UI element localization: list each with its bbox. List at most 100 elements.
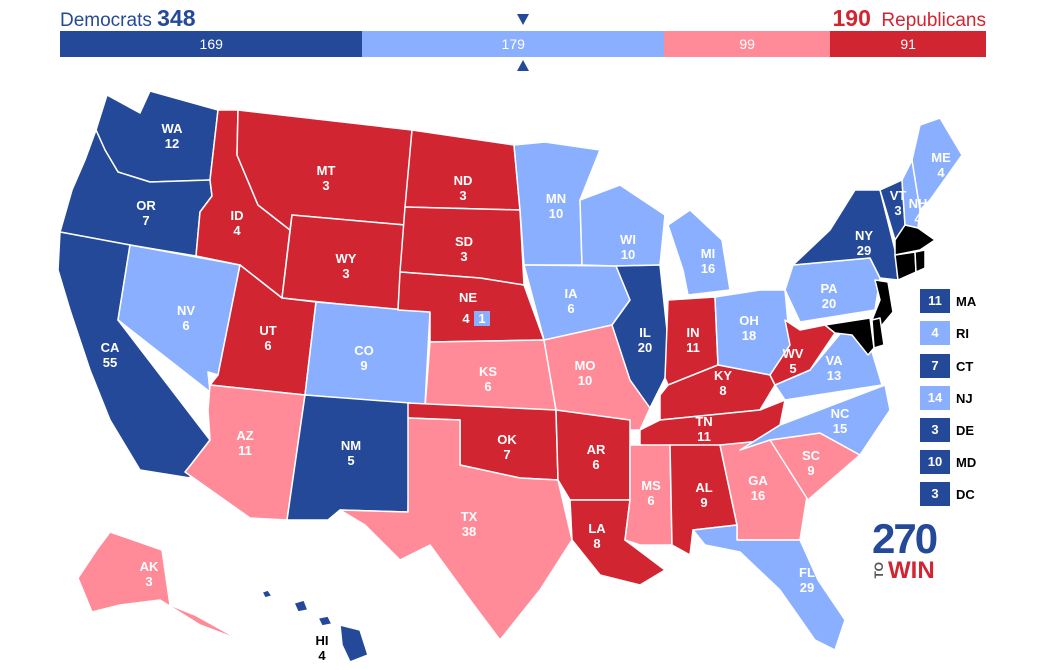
state-label-va-ev: 13: [827, 368, 841, 383]
state-label-or-ev: 7: [142, 213, 149, 228]
state-label-wv-ev: 5: [789, 361, 796, 376]
ne-district-ev: 1: [478, 311, 485, 326]
bar-safe-rep[interactable]: 91: [830, 31, 986, 57]
state-label-ut-abbr: UT: [259, 323, 276, 338]
electoral-vote-bar: 169 179 99 91: [60, 31, 986, 57]
270-marker-top-icon: [517, 14, 529, 25]
state-label-nm-abbr: NM: [341, 438, 361, 453]
state-label-il-abbr: IL: [639, 325, 651, 340]
small-state-ri[interactable]: 4 RI: [920, 321, 1030, 345]
state-label-mi-ev: 16: [701, 261, 715, 276]
state-label-ms-abbr: MS: [641, 478, 661, 493]
state-label-wy-ev: 3: [342, 266, 349, 281]
state-nc[interactable]: [739, 384, 891, 456]
small-state-de[interactable]: 3 DE: [920, 418, 1030, 442]
state-label-mi-abbr: MI: [701, 246, 715, 261]
small-state-nj[interactable]: 14 NJ: [920, 386, 1030, 410]
small-state-ev: 11: [920, 289, 950, 313]
state-me[interactable]: [911, 117, 963, 211]
state-label-nv-abbr: NV: [177, 303, 195, 318]
state-label-ia-abbr: IA: [565, 286, 579, 301]
small-state-ev: 4: [920, 321, 950, 345]
small-state-ev: 7: [920, 354, 950, 378]
state-label-ne-abbr: NE: [459, 290, 477, 305]
state-label-id-ev: 4: [233, 223, 241, 238]
small-state-dc[interactable]: 3 DC: [920, 482, 1030, 506]
state-label-pa-ev: 20: [822, 296, 836, 311]
state-label-ar-ev: 6: [592, 457, 599, 472]
state-label-nh-ev: 4: [914, 211, 922, 226]
state-hi[interactable]: [261, 589, 369, 663]
small-state-ev: 3: [920, 418, 950, 442]
state-label-co-abbr: CO: [354, 343, 374, 358]
logo-number: 270: [872, 515, 938, 562]
state-label-co-ev: 9: [360, 358, 367, 373]
state-label-az-ev: 11: [238, 443, 252, 458]
small-state-ct[interactable]: 7 CT: [920, 354, 1030, 378]
bar-safe-dem[interactable]: 169: [60, 31, 363, 57]
state-label-sd-ev: 3: [460, 249, 467, 264]
270-marker-bottom-icon: [517, 60, 529, 71]
state-label-ga-ev: 16: [751, 488, 765, 503]
state-label-ks-abbr: KS: [479, 364, 497, 379]
state-ct[interactable]: [894, 251, 917, 281]
state-label-nh-abbr: NH: [909, 196, 928, 211]
state-label-il-ev: 20: [638, 340, 652, 355]
state-label-la-abbr: LA: [588, 521, 606, 536]
state-nh[interactable]: [901, 159, 921, 229]
state-label-ga-abbr: GA: [748, 473, 768, 488]
small-state-ev: 14: [920, 386, 950, 410]
state-label-ut-ev: 6: [264, 338, 271, 353]
state-label-vt-ev: 3: [894, 203, 901, 218]
state-label-hi-abbr: HI: [316, 633, 329, 648]
state-label-ky-ev: 8: [719, 383, 726, 398]
state-label-hi-ev: 4: [318, 648, 326, 663]
state-il[interactable]: [611, 264, 669, 409]
state-label-or-abbr: OR: [136, 198, 156, 213]
270towin-logo[interactable]: 270 TO WIN: [872, 518, 952, 588]
republicans-total: 190: [832, 5, 871, 31]
state-label-nd-abbr: ND: [454, 173, 473, 188]
small-state-abbr: DC: [956, 486, 975, 502]
democrats-label: Democrats: [60, 10, 152, 31]
state-tx[interactable]: [339, 417, 573, 641]
state-mi[interactable]: [667, 209, 731, 296]
state-label-in-ev: 11: [686, 340, 700, 355]
state-label-nd-ev: 3: [459, 188, 466, 203]
state-label-sc-ev: 9: [807, 463, 814, 478]
state-label-ms-ev: 6: [647, 493, 654, 508]
state-md[interactable]: [824, 317, 875, 356]
state-label-ak-abbr: AK: [140, 559, 159, 574]
bar-lean-rep[interactable]: 99: [663, 31, 831, 57]
state-label-nc-ev: 15: [833, 421, 847, 436]
state-label-pa-abbr: PA: [820, 281, 838, 296]
ne-district-box[interactable]: [474, 311, 490, 326]
republicans-label: Republicans: [881, 10, 986, 31]
small-state-abbr: NJ: [956, 390, 973, 406]
state-ri[interactable]: [914, 249, 926, 273]
state-label-nv-ev: 6: [182, 318, 189, 333]
state-label-id-abbr: ID: [231, 208, 244, 223]
state-label-al-ev: 9: [700, 495, 707, 510]
state-label-al-abbr: AL: [695, 480, 712, 495]
state-label-ky-abbr: KY: [714, 368, 732, 383]
state-label-nm-ev: 5: [347, 453, 354, 468]
state-ak[interactable]: [77, 531, 241, 641]
state-label-ak-ev: 3: [145, 574, 152, 589]
republicans-header: 190 Republicans: [832, 4, 986, 32]
state-label-nc-abbr: NC: [831, 406, 850, 421]
state-fl[interactable]: [692, 524, 846, 651]
state-label-ok-ev: 7: [503, 447, 510, 462]
state-label-tx-ev: 38: [462, 524, 476, 539]
small-state-abbr: RI: [956, 325, 969, 341]
state-label-fl-ev: 29: [800, 580, 814, 595]
bar-lean-dem[interactable]: 179: [362, 31, 664, 57]
logo-win: WIN: [888, 557, 935, 584]
small-state-ev: 3: [920, 482, 950, 506]
state-label-la-ev: 8: [593, 536, 600, 551]
state-label-mo-ev: 10: [578, 373, 592, 388]
state-label-wy-abbr: WY: [336, 251, 357, 266]
small-state-md[interactable]: 10 MD: [920, 450, 1030, 474]
small-state-ma[interactable]: 11 MA: [920, 289, 1030, 313]
